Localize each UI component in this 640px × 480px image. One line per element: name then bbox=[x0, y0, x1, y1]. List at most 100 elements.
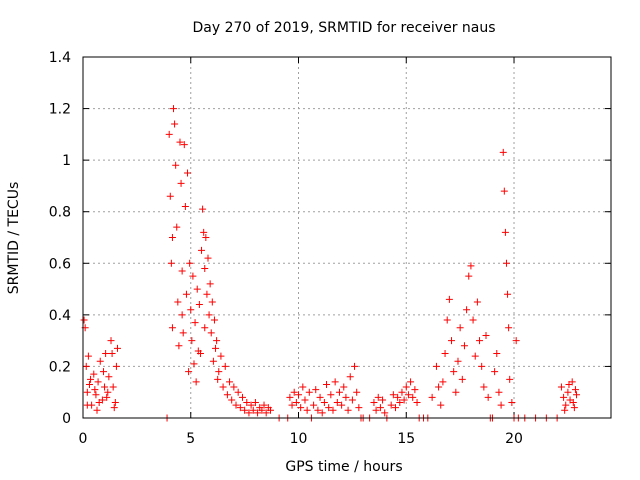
data-point-marker bbox=[398, 388, 406, 396]
data-point-marker bbox=[314, 406, 322, 414]
data-point-marker bbox=[428, 393, 436, 401]
data-point-marker bbox=[82, 362, 90, 370]
data-point-marker bbox=[260, 401, 268, 409]
data-point-marker bbox=[327, 391, 335, 399]
data-point-marker bbox=[500, 187, 508, 195]
data-point-marker bbox=[557, 383, 565, 391]
data-point-marker bbox=[247, 401, 255, 409]
data-point-marker bbox=[570, 404, 578, 412]
grid-lines bbox=[83, 57, 611, 418]
data-point-marker bbox=[238, 393, 246, 401]
y-tick-label: 1 bbox=[62, 153, 71, 169]
data-point-marker bbox=[506, 375, 514, 383]
data-point-marker bbox=[83, 401, 91, 409]
data-point-marker bbox=[301, 396, 309, 404]
data-point-marker bbox=[243, 399, 251, 407]
data-point-marker bbox=[226, 378, 234, 386]
data-point-marker bbox=[325, 404, 333, 412]
data-point-marker bbox=[209, 357, 217, 365]
data-point-marker bbox=[484, 393, 492, 401]
data-point-marker bbox=[204, 254, 212, 262]
data-point-marker bbox=[370, 399, 378, 407]
data-point-marker bbox=[201, 264, 209, 272]
data-point-marker bbox=[407, 378, 415, 386]
data-point-marker bbox=[168, 234, 176, 241]
data-point-marker bbox=[480, 383, 488, 391]
data-point-marker bbox=[467, 262, 475, 270]
data-point-marker bbox=[245, 409, 253, 417]
data-point-marker bbox=[182, 290, 190, 298]
data-point-marker bbox=[90, 370, 98, 378]
data-point-marker bbox=[166, 192, 174, 200]
data-point-marker bbox=[167, 259, 175, 267]
data-point-marker bbox=[355, 404, 363, 412]
data-point-marker bbox=[353, 388, 361, 396]
data-point-marker bbox=[108, 350, 116, 358]
data-point-marker bbox=[569, 399, 577, 407]
data-point-marker bbox=[251, 399, 259, 407]
data-point-marker bbox=[411, 386, 419, 394]
data-point-marker bbox=[176, 138, 184, 146]
data-point-marker bbox=[93, 406, 101, 414]
data-point-marker bbox=[381, 409, 389, 417]
data-point-marker bbox=[502, 259, 510, 267]
x-tick-label: 20 bbox=[505, 431, 523, 447]
data-point-marker bbox=[105, 373, 113, 381]
data-point-marker bbox=[195, 301, 203, 309]
data-point-marker bbox=[103, 393, 111, 401]
data-point-marker bbox=[450, 368, 458, 376]
y-tick-label: 0.2 bbox=[49, 359, 71, 375]
data-point-marker bbox=[202, 234, 210, 241]
axis-ticks bbox=[82, 56, 611, 419]
data-point-marker bbox=[190, 360, 198, 368]
data-point-marker bbox=[241, 406, 249, 414]
data-point-marker bbox=[448, 337, 456, 345]
data-point-marker bbox=[288, 401, 296, 409]
data-point-marker bbox=[512, 337, 520, 345]
data-point-marker bbox=[286, 393, 294, 401]
data-point-marker bbox=[290, 388, 298, 396]
data-point-marker bbox=[394, 393, 402, 401]
data-point-marker bbox=[208, 298, 216, 306]
data-point-marker bbox=[463, 306, 471, 314]
data-point-marker bbox=[178, 311, 186, 319]
data-point-marker bbox=[493, 350, 501, 358]
data-point-marker bbox=[456, 324, 464, 332]
data-point-marker bbox=[234, 388, 242, 396]
data-point-marker bbox=[478, 362, 486, 370]
x-tick-label: 15 bbox=[397, 431, 415, 447]
data-point-marker bbox=[200, 228, 208, 236]
data-point-marker bbox=[561, 406, 569, 414]
data-point-marker bbox=[85, 380, 93, 388]
data-point-marker bbox=[469, 316, 477, 324]
data-point-marker bbox=[111, 399, 119, 407]
data-point-marker bbox=[262, 409, 270, 417]
data-point-marker bbox=[491, 368, 499, 376]
data-point-marker bbox=[215, 368, 223, 376]
data-point-marker bbox=[173, 223, 181, 231]
data-point-marker bbox=[193, 285, 201, 293]
y-tick-label: 1.2 bbox=[49, 102, 71, 118]
data-point-marker bbox=[409, 393, 417, 401]
y-tick-label: 0.4 bbox=[49, 308, 71, 324]
data-point-marker bbox=[110, 404, 118, 412]
data-point-marker bbox=[391, 404, 399, 412]
data-point-marker bbox=[104, 388, 112, 396]
data-point-marker bbox=[258, 406, 266, 414]
data-point-marker bbox=[221, 362, 229, 370]
data-point-marker bbox=[178, 267, 186, 275]
data-point-marker bbox=[175, 342, 183, 350]
y-tick-label: 0 bbox=[62, 411, 71, 427]
data-point-marker bbox=[344, 406, 352, 414]
data-point-marker bbox=[346, 373, 354, 381]
data-point-marker bbox=[473, 298, 481, 306]
data-point-marker bbox=[189, 272, 197, 280]
data-point-marker bbox=[331, 378, 339, 386]
tick-labels: 0 5 10 15 20 0 0.2 0.4 0.6 0.8 1 1.2 1.4 bbox=[49, 50, 523, 447]
data-point-marker bbox=[186, 259, 194, 267]
data-point-marker bbox=[443, 316, 451, 324]
data-point-marker bbox=[318, 409, 326, 417]
data-point-marker bbox=[374, 393, 382, 401]
data-point-marker bbox=[476, 337, 484, 345]
data-point-marker bbox=[562, 401, 570, 409]
